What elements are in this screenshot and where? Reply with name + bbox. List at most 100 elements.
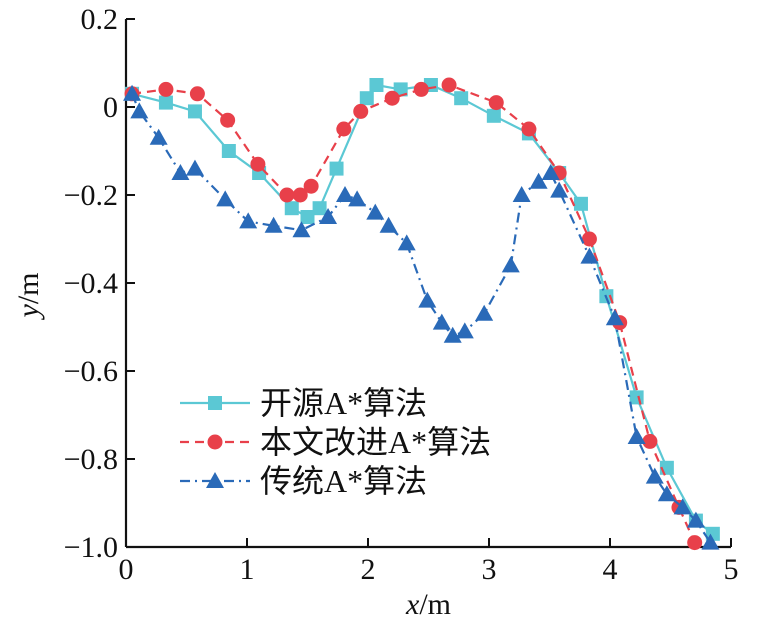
y-tick-label: −0.2 <box>64 179 118 212</box>
data-point <box>605 309 624 326</box>
data-point <box>441 77 457 93</box>
data-point <box>239 212 258 229</box>
series-triangle <box>123 84 720 550</box>
data-point <box>454 91 469 106</box>
legend-entry: 传统A*算法 <box>180 463 427 499</box>
data-point <box>300 210 315 224</box>
data-point <box>221 144 236 158</box>
y-axis-var: y <box>12 304 45 321</box>
data-point <box>432 313 451 330</box>
data-point <box>397 234 416 251</box>
data-point <box>550 181 569 198</box>
data-point <box>512 186 531 202</box>
data-point <box>673 498 692 515</box>
x-tick-label: 0 <box>119 553 134 586</box>
data-point <box>443 326 462 343</box>
data-point <box>413 81 429 97</box>
y-tick-label: −0.6 <box>64 355 118 388</box>
data-point <box>292 187 308 203</box>
data-point <box>366 203 385 220</box>
legend-marker <box>208 396 222 410</box>
data-point <box>264 216 283 233</box>
data-point <box>171 164 190 180</box>
x-tick-label: 1 <box>240 553 255 586</box>
data-point <box>185 159 204 176</box>
x-tick-label: 3 <box>482 553 497 586</box>
data-point <box>384 90 400 106</box>
data-point <box>348 190 367 207</box>
y-tick-label: 0.2 <box>81 3 119 36</box>
legend-label: 传统A*算法 <box>260 463 427 499</box>
data-point <box>529 172 548 189</box>
y-tick-label: −1.0 <box>64 531 118 564</box>
data-point <box>123 84 142 101</box>
y-axis-ticks: 0.2 0 −0.2 −0.4 −0.6 −0.8 −1.0 <box>64 3 135 564</box>
data-point <box>336 121 352 137</box>
series-layer <box>123 77 720 551</box>
x-axis-label: x/m <box>405 588 451 621</box>
legend-label: 本文改进A*算法 <box>260 424 491 460</box>
data-point <box>581 231 597 247</box>
x-axis-var: x <box>405 588 420 621</box>
x-axis-unit: /m <box>419 588 451 621</box>
x-tick-label: 2 <box>361 553 376 586</box>
data-point <box>292 221 311 238</box>
data-point <box>329 161 344 176</box>
data-point <box>187 104 202 119</box>
data-point <box>303 178 319 194</box>
data-point <box>687 535 703 551</box>
legend-marker <box>206 472 224 488</box>
y-axis-label: y/m <box>12 273 45 321</box>
y-tick-label: −0.4 <box>64 267 118 300</box>
data-point <box>521 121 537 137</box>
data-point <box>573 196 588 211</box>
data-point <box>488 95 504 111</box>
data-point <box>369 78 384 92</box>
data-point <box>319 208 338 224</box>
legend-entry: 本文改进A*算法 <box>180 424 491 460</box>
data-point <box>580 247 599 264</box>
data-point <box>686 511 705 528</box>
data-point <box>541 164 560 180</box>
data-point <box>220 112 236 128</box>
legend-label: 开源A*算法 <box>260 385 427 421</box>
legend-entry: 开源A*算法 <box>180 385 427 421</box>
data-point <box>486 108 501 123</box>
y-tick-label: 0 <box>103 91 118 124</box>
data-point <box>501 256 520 273</box>
x-tick-label: 4 <box>603 553 618 586</box>
data-point <box>279 187 295 203</box>
plot-area: 0 1 2 3 4 5 0.2 0 −0.2 −0.4 −0.6 −0.8 −1.0 <box>64 3 739 586</box>
data-point <box>418 291 437 308</box>
data-point <box>158 95 173 110</box>
y-axis-unit: /m <box>12 273 45 305</box>
data-point <box>475 304 494 321</box>
data-point <box>627 428 646 444</box>
data-point <box>379 216 398 233</box>
data-point <box>130 102 149 119</box>
data-point <box>216 190 235 207</box>
y-tick-label: −0.8 <box>64 443 118 476</box>
x-axis-ticks: 0 1 2 3 4 5 <box>119 538 739 586</box>
data-point <box>359 91 374 106</box>
series-circle <box>124 77 703 551</box>
data-point <box>250 156 266 172</box>
data-point <box>642 433 658 449</box>
data-point <box>353 103 369 119</box>
data-point <box>657 485 676 502</box>
series-line <box>131 93 712 544</box>
data-point <box>312 201 327 216</box>
x-tick-label: 5 <box>724 553 739 586</box>
data-point <box>284 201 299 216</box>
data-point <box>455 322 474 339</box>
data-point <box>149 128 168 145</box>
data-point <box>336 186 355 202</box>
data-point <box>701 533 720 550</box>
data-point <box>189 86 205 102</box>
legend-marker <box>207 434 223 450</box>
data-point <box>629 390 644 405</box>
data-point <box>645 467 664 484</box>
data-point <box>158 81 174 97</box>
